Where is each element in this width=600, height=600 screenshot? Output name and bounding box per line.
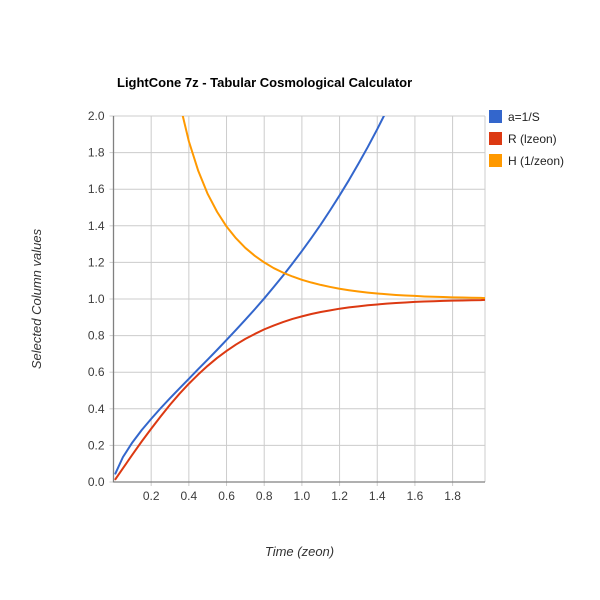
x-axis-title: Time (zeon) <box>264 544 335 559</box>
chart-legend: a=1/S R (lzeon) H (1/zeon) <box>489 110 564 176</box>
x-tick-label: 1.6 <box>407 489 424 503</box>
y-tick-label: 1.6 <box>88 182 105 196</box>
x-tick-label: 0.6 <box>218 489 235 503</box>
y-tick-label: 0.2 <box>88 438 105 452</box>
y-tick-label: 1.0 <box>88 292 105 306</box>
chart-title: LightCone 7z - Tabular Cosmological Calc… <box>117 75 413 90</box>
y-tick-label: 0.6 <box>88 365 105 379</box>
series-line-1 <box>114 298 485 481</box>
legend-swatch-0 <box>489 110 502 123</box>
legend-item-1: R (lzeon) <box>489 131 564 146</box>
y-tick-label: 0.8 <box>88 329 105 343</box>
x-tick-label: 0.4 <box>181 489 198 503</box>
y-tick-label: 0.0 <box>88 475 105 489</box>
x-tick-label: 1.4 <box>369 489 386 503</box>
x-tick-label: 0.8 <box>256 489 273 503</box>
legend-label-1: R (lzeon) <box>508 131 557 146</box>
legend-swatch-2 <box>489 154 502 167</box>
y-axis-title: Selected Column values <box>29 228 44 370</box>
y-tick-label: 2.0 <box>88 109 105 123</box>
y-tick-label: 1.2 <box>88 255 105 269</box>
y-tick-label: 1.4 <box>88 219 105 233</box>
x-tick-label: 1.0 <box>294 489 311 503</box>
legend-swatch-1 <box>489 132 502 145</box>
series-line-2 <box>181 116 485 300</box>
series-line-0 <box>114 116 386 475</box>
y-tick-label: 0.4 <box>88 402 105 416</box>
x-tick-label: 0.2 <box>143 489 160 503</box>
legend-item-2: H (1/zeon) <box>489 153 565 168</box>
legend-label-0: a=1/S <box>508 109 540 124</box>
x-tick-label: 1.2 <box>331 489 348 503</box>
y-tick-label: 1.8 <box>88 146 105 160</box>
legend-label-2: H (1/zeon) <box>508 153 565 168</box>
legend-item-0: a=1/S <box>489 109 564 124</box>
x-tick-label: 1.8 <box>444 489 461 503</box>
